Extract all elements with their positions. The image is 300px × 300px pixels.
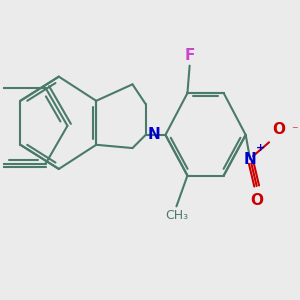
Text: O: O <box>250 193 263 208</box>
Text: N: N <box>148 128 161 142</box>
Text: ⁻: ⁻ <box>291 124 298 137</box>
Text: N: N <box>244 152 256 166</box>
Text: F: F <box>184 48 195 63</box>
Text: CH₃: CH₃ <box>165 209 188 222</box>
Text: O: O <box>272 122 285 137</box>
Text: +: + <box>256 143 266 153</box>
